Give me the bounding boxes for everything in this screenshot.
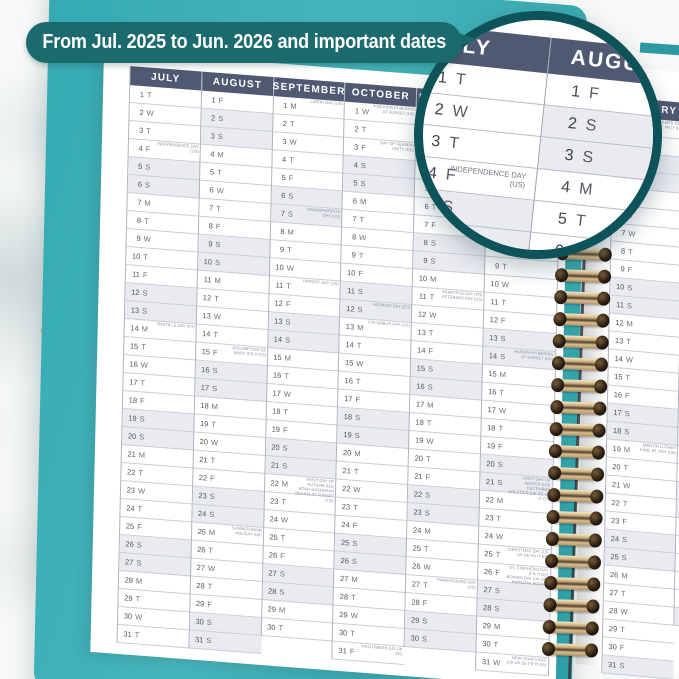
spiral-coil: [555, 357, 605, 371]
magnifier-inset: JULY 1 T 2 W 3 T 4 F INDEPENDENCE DAY (US) 5 S 6 S AUGU…: [414, 11, 662, 259]
spiral-coil: [557, 313, 606, 327]
holiday-note: YOM KIPPUR BEGINS AT SUNSET (US): [372, 104, 415, 117]
spiral-coil: [549, 532, 599, 547]
spiral-coil: [547, 598, 596, 613]
holiday-note: LABOR DAY (US): [310, 99, 344, 107]
spiral-coil: [548, 554, 598, 569]
holiday-note: HALLOWEEN (US UK DE): [362, 644, 403, 657]
spiral-coil: [554, 379, 604, 393]
holiday-note: INDEPENDENCE DAY (US): [449, 163, 527, 191]
spiral-coil: [550, 510, 599, 525]
spiral-binding: [535, 247, 620, 679]
day-cell: 28S: [674, 607, 679, 633]
banner-text: From Jul. 2025 to Jun. 2026 and importan…: [42, 31, 446, 53]
spiral-coil: [551, 488, 600, 503]
holiday-note: HISPANIC DAY (ES): [373, 303, 411, 311]
holiday-note: COLUMBUS DAY (US): [368, 320, 411, 329]
holiday-note: GRANDPARENTS DAY (US): [307, 207, 341, 220]
holiday-note: PATRIOT DAY (US): [303, 279, 340, 287]
spiral-coil: [546, 620, 595, 635]
holiday-note: THANKSGIVING DAY (US): [435, 578, 477, 591]
spiral-coil: [545, 642, 595, 657]
spiral-coil: [558, 269, 608, 283]
spiral-coil: [554, 401, 603, 415]
holiday-note: MARTIN LUTHER KING JR. DAY (US): [639, 443, 677, 456]
spiral-coil: [556, 335, 605, 349]
holiday-note: SUMMER BANK HOLIDAY (UK): [231, 526, 262, 538]
holiday-note: ARMISTICE DAY (FR) VETERANS DAY (US): [441, 290, 483, 303]
spiral-coil: [558, 291, 607, 305]
holiday-note: ASSUMPTION OF MARY (FR IT ES): [232, 346, 266, 358]
spiral-coil: [551, 466, 601, 481]
spiral-coil: [553, 423, 602, 437]
promo-banner: From Jul. 2025 to Jun. 2026 and importan…: [26, 22, 462, 63]
spiral-coil: [548, 576, 597, 591]
holiday-note: BASTILLE DAY (FR): [157, 322, 195, 330]
holiday-note: DAY OF GERMAN UNITY (DE): [380, 141, 415, 153]
spiral-coil: [552, 445, 602, 459]
holiday-note: INDEPENDENCE DAY (US): [156, 142, 199, 155]
month-column-september: SEPTEMBER 1 M LABOR DAY (US) 2 T 3 W 4 T 5 F 6 S 7 S GRA…: [260, 77, 346, 642]
